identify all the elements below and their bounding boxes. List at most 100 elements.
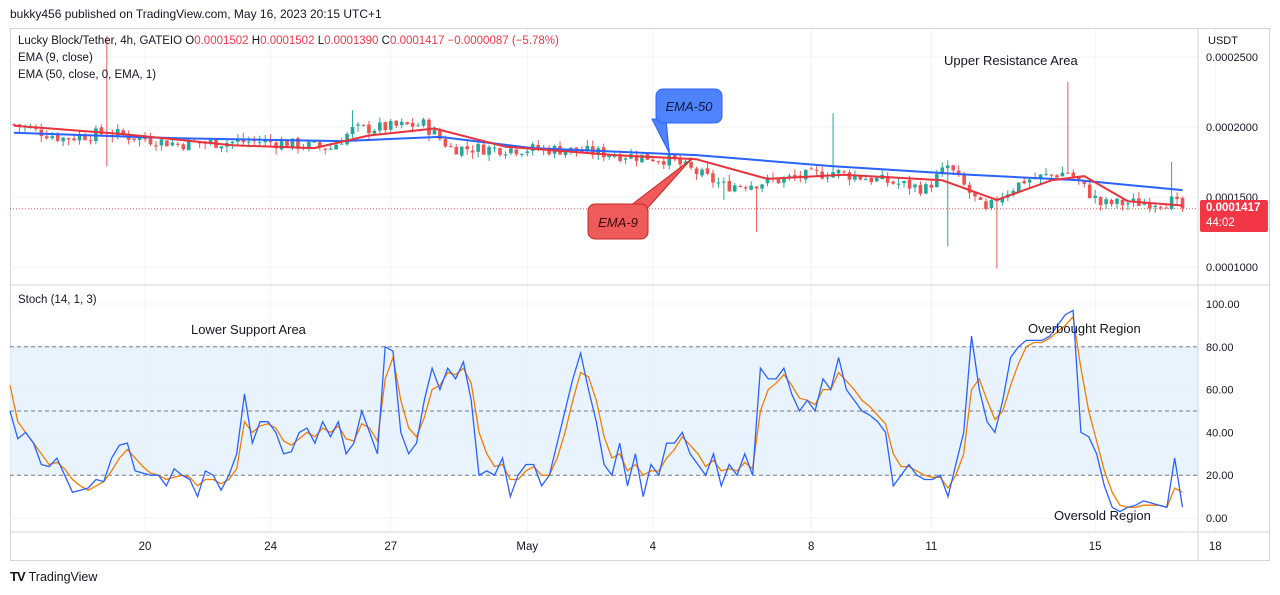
- candle-body: [563, 151, 568, 156]
- candle-body: [449, 146, 453, 148]
- candle-body: [902, 181, 906, 184]
- candle-body: [1115, 198, 1119, 204]
- bar-countdown: 44:02: [1206, 216, 1235, 229]
- legend-ohlc: Lucky Block/Tether, 4h, GATEIO O0.000150…: [18, 35, 559, 47]
- candle-body: [181, 144, 186, 150]
- candle-body: [945, 165, 950, 169]
- candle-body: [634, 155, 639, 161]
- candle-body: [727, 180, 732, 192]
- candle-body: [1016, 182, 1021, 192]
- candle-body: [836, 169, 841, 174]
- candle-body: [984, 201, 988, 209]
- candle-body: [918, 184, 923, 194]
- ema50-callout-label: EMA-50: [666, 99, 714, 114]
- candle-body: [121, 130, 126, 135]
- published-header: bukky456 published on TradingView.com, M…: [10, 7, 382, 21]
- candle-body: [962, 174, 966, 185]
- candle-body: [623, 158, 628, 160]
- candle-body: [339, 143, 344, 145]
- candle-body: [176, 143, 180, 145]
- legend-ema50[interactable]: EMA (50, close, 0, EMA, 1): [18, 69, 157, 81]
- candle-body: [476, 144, 480, 152]
- candle-body: [722, 181, 726, 183]
- chart-frame[interactable]: [10, 28, 1270, 561]
- candle-body: [263, 139, 267, 143]
- candle-body: [230, 141, 235, 144]
- candle-body: [814, 169, 819, 171]
- candle-body: [159, 139, 164, 146]
- candle-body: [388, 121, 393, 130]
- candle-body: [350, 126, 355, 134]
- candle-body: [1158, 206, 1163, 208]
- candle-body: [689, 161, 693, 168]
- candle-body: [72, 138, 76, 141]
- candle-body: [503, 154, 508, 156]
- candle-body: [307, 141, 311, 149]
- candle-body: [1093, 195, 1097, 198]
- candle-body: [405, 122, 409, 125]
- candle-body: [290, 138, 295, 148]
- stoch-lines: [9, 309, 1184, 513]
- candle-body: [749, 185, 753, 190]
- candle-body: [416, 125, 420, 127]
- candle-body: [296, 138, 300, 149]
- candle-body: [716, 182, 721, 184]
- last-price-value: 0.0001417: [1206, 201, 1261, 214]
- candle-body: [640, 154, 644, 163]
- candle-body: [1087, 184, 1092, 198]
- candle-body: [1104, 199, 1108, 205]
- candle-body: [803, 169, 808, 180]
- candle-body: [34, 127, 38, 129]
- candle-body: [317, 142, 322, 148]
- stoch-tick-label: 60.00: [1206, 385, 1234, 397]
- candle-body: [793, 174, 797, 177]
- candle-body: [896, 183, 901, 185]
- candle-body: [929, 184, 934, 188]
- candle-body: [1120, 200, 1125, 206]
- candle-body: [443, 138, 448, 147]
- last-price-tag: 0.0001417 44:02: [1200, 199, 1268, 232]
- ema9-callout-box: [587, 203, 649, 240]
- legend-stoch[interactable]: Stoch (14, 1, 3): [18, 294, 97, 306]
- candle-body: [1169, 196, 1174, 209]
- candle-body: [683, 161, 688, 164]
- candle-body: [115, 129, 120, 136]
- candle-body: [869, 177, 874, 183]
- candle-body: [1066, 172, 1070, 174]
- candle-body: [12, 124, 16, 126]
- candle-body: [787, 175, 792, 177]
- legend-ema9[interactable]: EMA (9, close): [18, 52, 93, 64]
- candle-body: [874, 177, 879, 182]
- candle-body: [1109, 199, 1114, 205]
- upper-resistance-label: Upper Resistance Area: [944, 53, 1078, 68]
- candle-body: [967, 184, 972, 193]
- stoch-k-line: [9, 309, 1184, 513]
- candle-body: [951, 165, 955, 171]
- candle-body: [1126, 203, 1130, 205]
- candle-body: [208, 140, 213, 144]
- candle-body: [842, 171, 846, 173]
- tradingview-brand: TradingView: [28, 569, 98, 584]
- legend-symbol: Lucky Block/Tether, 4h, GATEIO: [18, 35, 183, 47]
- candle-body: [1153, 205, 1158, 208]
- candle-body: [520, 153, 524, 155]
- candle-body: [700, 169, 704, 176]
- tradingview-logo-icon: TV: [10, 569, 26, 584]
- candle-body: [410, 122, 415, 127]
- candle-body: [1049, 174, 1054, 176]
- candle-body: [776, 179, 781, 184]
- candle-body: [809, 168, 814, 170]
- candle-body: [1082, 180, 1087, 184]
- candle-body: [383, 122, 388, 131]
- candle-body: [825, 177, 830, 179]
- axes: 0.00025000.00020000.00015000.0001000100.…: [10, 29, 1270, 560]
- callouts: EMA-50 EMA-9: [587, 88, 723, 240]
- footer-brand[interactable]: TV TradingView: [10, 569, 97, 584]
- candle-body: [154, 145, 158, 147]
- candle-body: [864, 179, 868, 181]
- candle-body: [973, 191, 977, 197]
- ema-lines: [10, 124, 1198, 210]
- stoch-band: [10, 346, 1198, 476]
- candle-body: [765, 177, 770, 184]
